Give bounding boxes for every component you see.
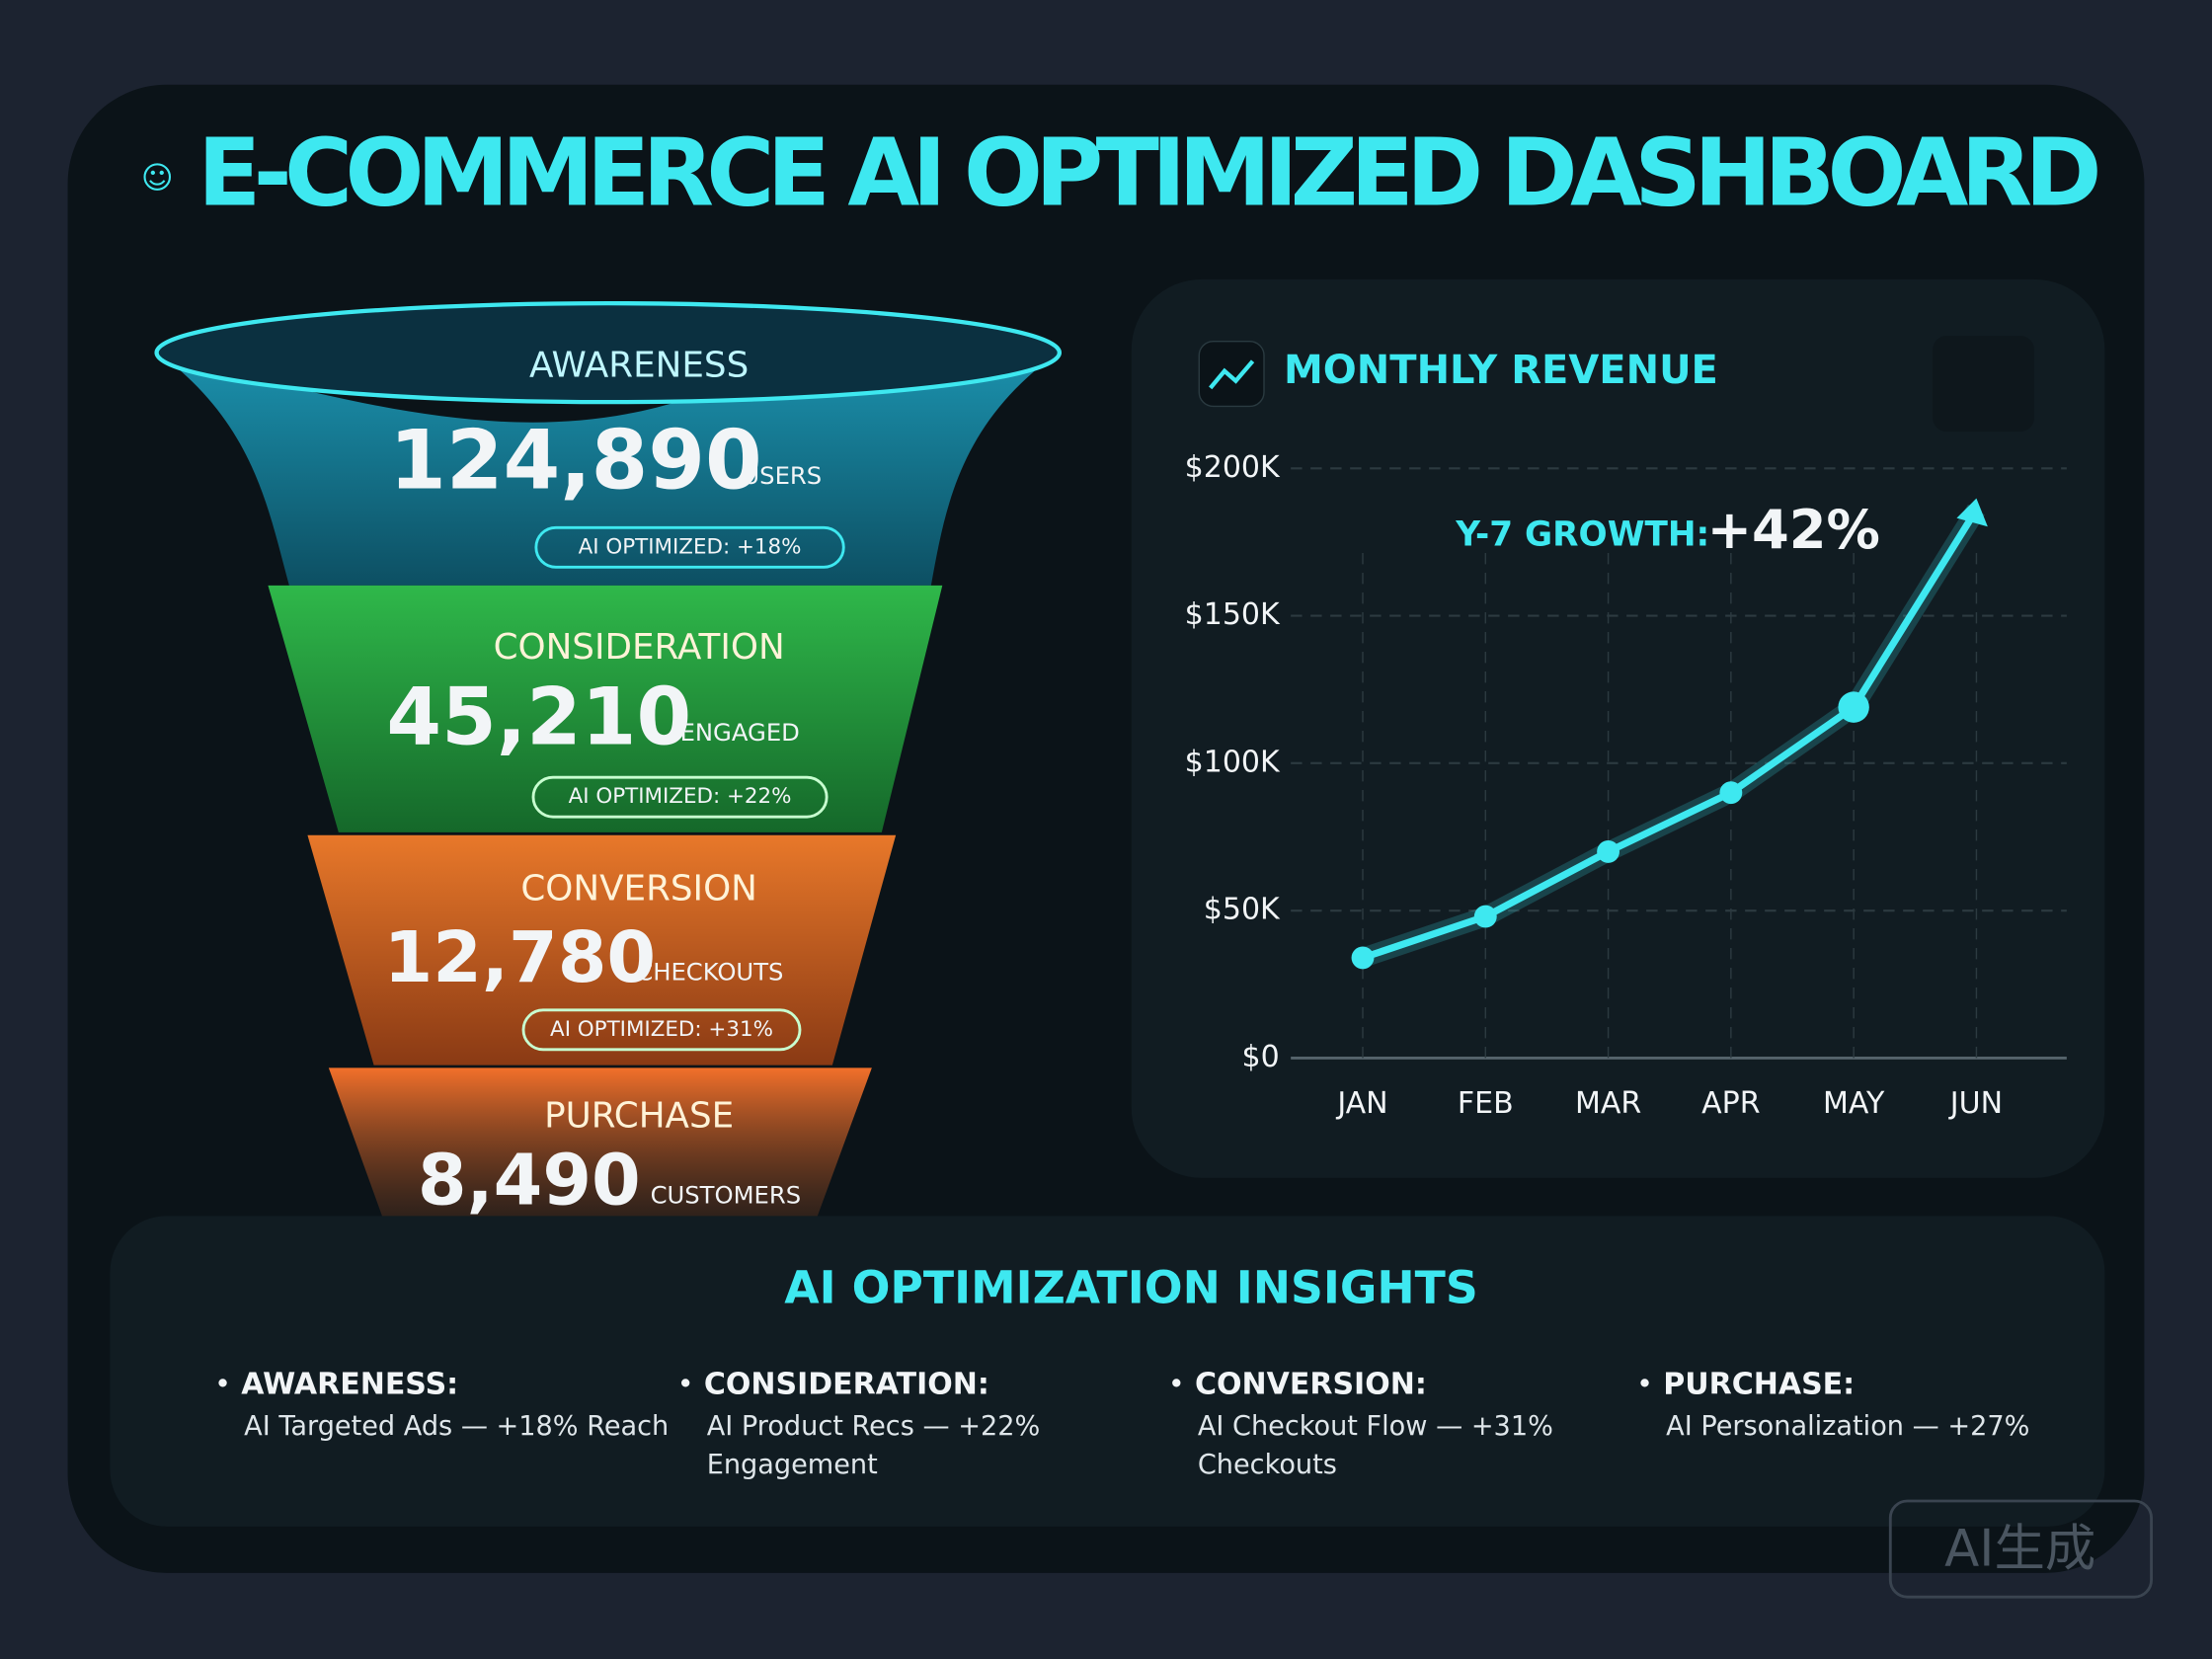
logo-icon: ☺	[141, 160, 174, 196]
stage-value: 8,490	[418, 1140, 641, 1222]
insight-bullet: •	[214, 1367, 231, 1400]
annotation-value: +42%	[1707, 499, 1880, 561]
funnel-stage-consideration	[268, 585, 943, 832]
x-tick-label: JUN	[1948, 1086, 2003, 1121]
insight-text: Checkouts	[1198, 1450, 1337, 1480]
x-tick-label: MAR	[1575, 1086, 1641, 1121]
insights-panel	[110, 1216, 2105, 1527]
y-tick-label: $150K	[1185, 597, 1281, 632]
funnel-rim	[154, 301, 1062, 405]
watermark-box	[1888, 1499, 2153, 1599]
revenue-point	[1719, 781, 1743, 805]
x-tick-label: FEB	[1458, 1086, 1514, 1121]
stage-label: AWARENESS	[529, 345, 749, 385]
insight-text: Engagement	[707, 1450, 878, 1480]
stage-badge-text: AI OPTIMIZED: +22%	[569, 784, 792, 809]
stage-label: CONVERSION	[520, 868, 757, 908]
chart-title: MONTHLY REVENUE	[1284, 348, 1718, 393]
stage-badge	[521, 1008, 802, 1052]
stage-unit: CUSTOMERS	[651, 1180, 802, 1209]
revenue-chart: $0 $50K $100K $150K $200K JAN FEB MAR APR MAY JUN	[1185, 450, 2067, 1121]
revenue-arrow	[1956, 498, 1988, 527]
insight-bullet: •	[1636, 1367, 1653, 1400]
x-tick-label: JAN	[1335, 1086, 1387, 1121]
stage-badge	[531, 775, 829, 819]
insight-text: AI Checkout Flow — +31%	[1198, 1411, 1553, 1442]
watermark: AI生成	[1944, 1519, 2095, 1578]
revenue-line	[1361, 508, 1980, 962]
stage-unit: CHECKOUTS	[636, 958, 783, 987]
insights-title: AI OPTIMIZATION INSIGHTS	[784, 1262, 1477, 1314]
stage-label: CONSIDERATION	[494, 627, 785, 668]
menu-button[interactable]	[1933, 336, 2034, 433]
revenue-point	[1838, 691, 1869, 723]
y-tick-label: $50K	[1204, 893, 1281, 927]
stage-value: 12,780	[384, 916, 657, 998]
revenue-point	[1473, 905, 1497, 928]
revenue-point	[1597, 840, 1620, 863]
insight-text: AI Targeted Ads — +18% Reach	[244, 1411, 669, 1442]
insight-heading: AWARENESS:	[241, 1367, 458, 1401]
stage-badge-text: AI OPTIMIZED: +31%	[550, 1017, 773, 1042]
stage-badge-text: AI OPTIMIZED: +18%	[579, 534, 802, 559]
x-tick-label: APR	[1701, 1086, 1760, 1121]
insight-bullet: •	[677, 1367, 694, 1400]
y-tick-label: $100K	[1185, 745, 1281, 779]
stage-value: 45,210	[386, 671, 691, 762]
y-tick-label: $200K	[1185, 450, 1281, 485]
insight-text: AI Personalization — +27%	[1666, 1411, 2029, 1442]
insight-heading: PURCHASE:	[1663, 1367, 1855, 1401]
insight-bullet: •	[1168, 1367, 1185, 1400]
chart-icon-glyph	[1209, 359, 1255, 390]
stage-value: 124,890	[389, 412, 761, 508]
insight-text: AI Product Recs — +22%	[707, 1411, 1041, 1442]
x-tick-label: MAY	[1823, 1086, 1885, 1121]
stage-badge	[534, 525, 845, 569]
title: E-COMMERCE AI OPTIMIZED DASHBOARD	[198, 118, 2102, 227]
chart-icon	[1198, 341, 1265, 408]
stage-unit: ENGAGED	[680, 718, 800, 747]
funnel-stage-conversion	[307, 834, 897, 1066]
insights-list: • AWARENESS: AI Targeted Ads — +18% Reach •…	[214, 1367, 2029, 1480]
stage-label: PURCHASE	[544, 1095, 734, 1136]
revenue-point	[1351, 946, 1375, 970]
funnel-stage-awareness	[158, 353, 1059, 586]
y-tick-label: $0	[1242, 1040, 1280, 1074]
annotation-label: Y-7 GROWTH:	[1455, 514, 1709, 554]
stage-unit: USERS	[742, 461, 822, 490]
insight-heading: CONSIDERATION:	[704, 1367, 989, 1401]
insight-heading: CONVERSION:	[1195, 1367, 1427, 1401]
